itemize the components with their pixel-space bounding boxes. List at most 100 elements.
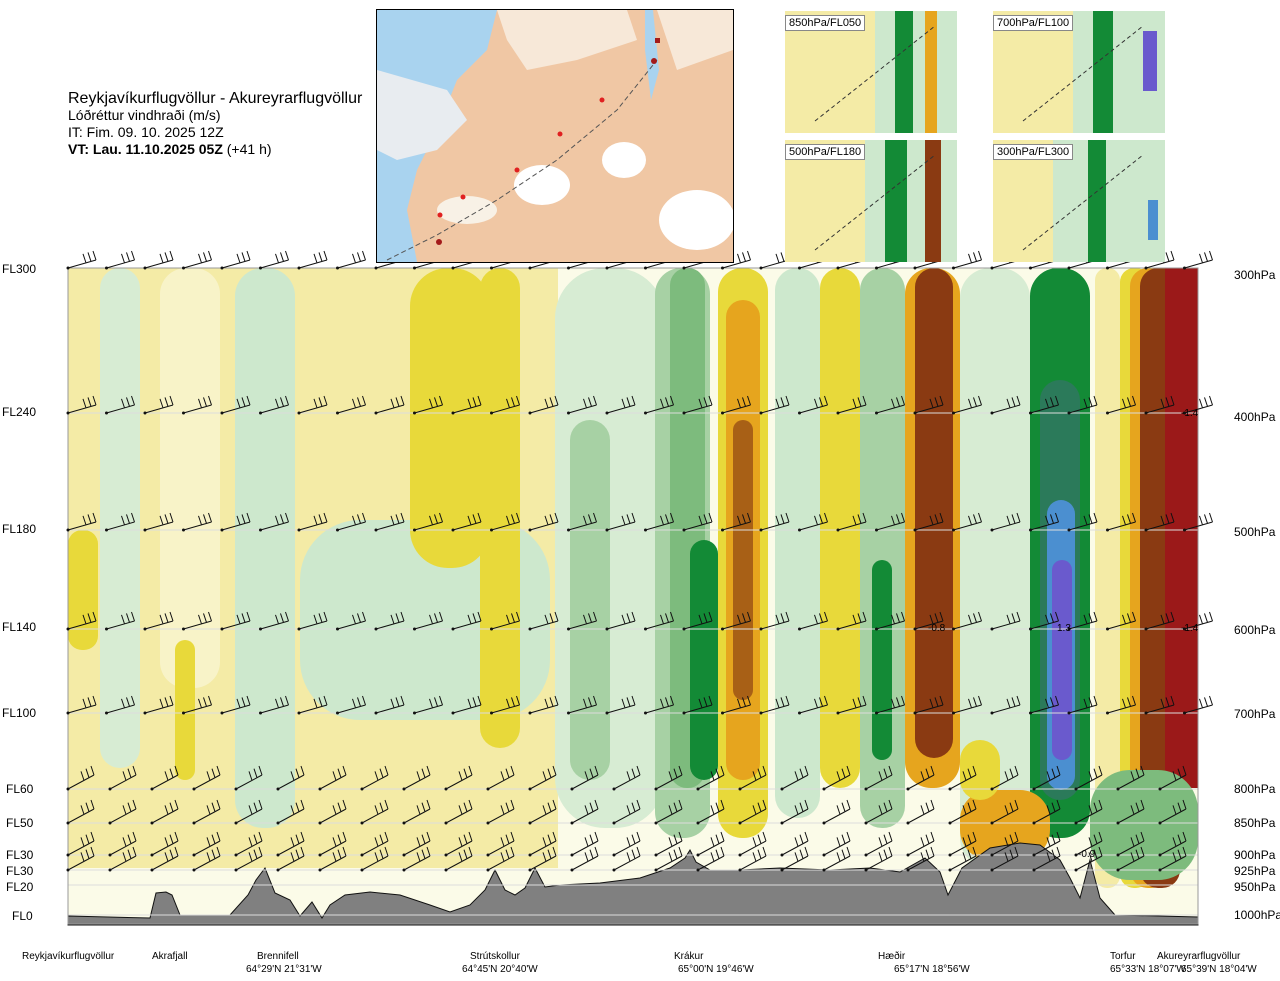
wind-barb-station	[105, 266, 108, 270]
wind-barb	[487, 831, 515, 856]
wind-barb	[1033, 846, 1061, 871]
wind-barb-station	[605, 711, 609, 715]
wind-barb-station	[798, 711, 801, 715]
thumbnail-850[interactable]: 850hPa/FL050	[785, 11, 957, 133]
location-label: Brennifell	[257, 951, 299, 962]
wind-barb	[739, 765, 767, 790]
wind-barb	[487, 846, 515, 871]
wind-barb	[298, 512, 328, 531]
wind-barb	[1159, 765, 1187, 790]
coordinate-label: 65°17'N 18°56'W	[894, 964, 970, 975]
location-label: Akureyrarflugvöllur	[1157, 951, 1241, 962]
wind-barb	[991, 695, 1021, 714]
wind-barb	[1159, 846, 1187, 871]
pressure-label: 600hPa	[1234, 623, 1276, 637]
wind-barb-station	[374, 528, 378, 532]
wind-barb-station	[528, 853, 532, 857]
wind-barb-station	[913, 528, 917, 532]
wind-barb-station	[66, 411, 70, 415]
wind-barb	[337, 395, 366, 414]
wind-barb	[319, 831, 347, 856]
wind-barb-station	[605, 411, 609, 415]
wind-barb	[1068, 512, 1098, 531]
thumbnail-300[interactable]: 300hPa/FL300	[993, 140, 1165, 262]
wind-barb-station	[220, 411, 224, 415]
wind-barb	[949, 799, 977, 824]
wind-barb	[655, 799, 683, 824]
wind-barb-station	[108, 868, 112, 872]
wind-barb	[67, 799, 95, 824]
fl-label: FL100	[2, 706, 37, 720]
wind-barb-station	[360, 853, 364, 857]
wind-barb-station	[276, 853, 280, 857]
wind-barb	[67, 395, 97, 414]
wind-barb-station	[682, 411, 686, 415]
wind-barb-station	[952, 528, 955, 532]
wind-barb	[106, 695, 135, 714]
wind-barb-station	[182, 411, 185, 415]
wind-barb	[949, 831, 977, 856]
wind-barb-station	[486, 868, 490, 872]
wind-barb-station	[490, 411, 493, 415]
wind-barb	[953, 250, 982, 269]
wind-barb	[739, 846, 767, 871]
wind-barb	[298, 395, 328, 414]
wind-barb-station	[528, 266, 532, 270]
wind-barb	[876, 512, 905, 531]
wind-barb-station	[1116, 853, 1120, 857]
wind-barb-station	[696, 787, 700, 791]
location-label: Torfur	[1110, 951, 1136, 962]
wind-barb	[914, 611, 944, 630]
wind-barb-station	[276, 821, 280, 825]
data-label: -0.9	[1078, 849, 1096, 860]
wind-barb-station	[990, 821, 994, 825]
wind-barb-station	[780, 853, 784, 857]
wind-barb	[144, 695, 174, 714]
wind-barb-station	[486, 821, 490, 825]
wind-barb	[221, 395, 251, 414]
wind-barb	[403, 799, 431, 824]
wind-barb-station	[605, 266, 609, 270]
wind-barb	[799, 695, 828, 714]
wind-barb-station	[234, 821, 238, 825]
wind-barb-station	[1158, 868, 1162, 872]
wind-barb-station	[906, 853, 910, 857]
wind-barb	[865, 799, 893, 824]
wind-barb	[1145, 395, 1175, 414]
valid-time-label: VT: Lau. 11.10.2025 05Z	[68, 141, 223, 157]
wind-barb-station	[990, 868, 994, 872]
wind-barb	[823, 831, 851, 856]
wind-barb-station	[721, 711, 724, 715]
wind-barb	[109, 765, 137, 790]
fl-label: FL50	[6, 816, 34, 830]
wind-barb	[876, 611, 905, 630]
wind-barb	[403, 831, 431, 856]
wind-barb-station	[1074, 821, 1078, 825]
wind-barb-station	[336, 528, 339, 532]
wind-barb	[235, 799, 263, 824]
wind-barb	[697, 799, 725, 824]
wind-barb-station	[836, 266, 840, 270]
wind-barb-station	[738, 853, 742, 857]
thumbnail-700[interactable]: 700hPa/FL100	[993, 11, 1165, 133]
thumbnail-500[interactable]: 500hPa/FL180	[785, 140, 957, 262]
wind-barb	[151, 765, 179, 790]
wind-barb-station	[105, 411, 108, 415]
wind-barb	[109, 831, 137, 856]
wind-barb	[1107, 611, 1136, 630]
wind-barb-station	[66, 853, 70, 857]
fl-label: FL0	[12, 909, 33, 923]
pressure-label: 300hPa	[1234, 268, 1276, 282]
thumbnail-700-graphic	[993, 11, 1165, 133]
wind-barb	[445, 765, 473, 790]
wind-barb-station	[1106, 266, 1109, 270]
wind-barb-station	[259, 411, 262, 415]
wind-barb	[337, 611, 366, 630]
wind-barb-station	[1116, 787, 1120, 791]
wind-barb-station	[1106, 627, 1109, 631]
wind-barb	[144, 395, 174, 414]
wind-barb	[1107, 395, 1136, 414]
wind-barb	[613, 846, 641, 871]
wind-barb-station	[234, 868, 238, 872]
wind-barb	[221, 695, 251, 714]
